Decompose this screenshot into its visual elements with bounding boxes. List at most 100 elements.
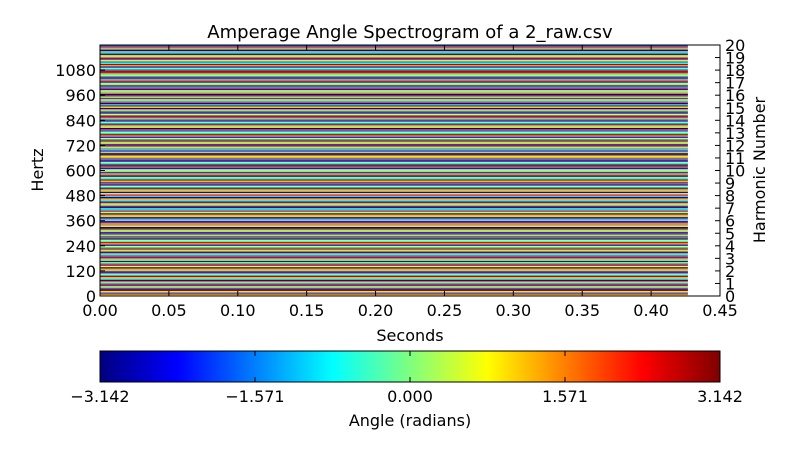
frequency-bin-band: [100, 186, 688, 189]
frequency-bin-band: [100, 195, 688, 197]
frequency-bin-band: [100, 252, 688, 254]
frequency-bin-band: [100, 52, 688, 54]
colorbar-tick-label: −1.571: [225, 387, 284, 406]
harmonic-tick-label: 1: [725, 274, 735, 293]
frequency-bin-band: [100, 17, 688, 18]
frequency-bin-band: [100, 155, 688, 157]
frequency-bin-band: [100, 146, 688, 148]
frequency-bin-band: [100, 78, 688, 81]
y-tick-label: 120: [65, 262, 96, 281]
frequency-bin-band: [100, 210, 688, 212]
frequency-bin-band: [100, 183, 688, 185]
colorbar-label: Angle (radians): [349, 411, 471, 430]
frequency-bin-band: [100, 137, 688, 140]
spectrogram-plot: 0.00 0.05 0.10 0.15 0.20 0.25 0.30 0.35 0.40 0.45…: [55, 7, 745, 320]
frequency-bin-band: [100, 73, 688, 76]
spectrogram-bands: [100, 7, 688, 296]
frequency-bin-band: [100, 134, 688, 136]
frequency-bin-band: [100, 70, 688, 72]
frequency-bin-band: [100, 142, 688, 145]
frequency-bin-band: [100, 129, 688, 131]
frequency-bin-band: [100, 254, 688, 256]
frequency-bin-band: [100, 292, 688, 294]
frequency-bin-band: [100, 242, 688, 244]
frequency-bin-band: [100, 126, 688, 128]
frequency-bin-band: [100, 269, 688, 271]
frequency-bin-band: [100, 216, 688, 219]
y-tick-label: 0: [86, 287, 96, 306]
harmonic-tick-label: 19: [725, 49, 745, 68]
frequency-bin-band: [100, 240, 688, 243]
frequency-bin-band: [100, 161, 688, 163]
y-tick-label: 480: [65, 187, 96, 206]
y-tick-label: 600: [65, 162, 96, 181]
frequency-bin-band: [100, 130, 688, 132]
frequency-bin-band: [100, 51, 688, 53]
frequency-bin-band: [100, 215, 688, 217]
frequency-bin-band: [100, 270, 688, 273]
frequency-bin-band: [100, 263, 688, 265]
frequency-bin-band: [100, 199, 688, 201]
frequency-bin-band: [100, 259, 688, 261]
frequency-bin-band: [100, 231, 688, 234]
y-tick-label: 720: [65, 136, 96, 155]
x-tick-label: 0.05: [151, 301, 187, 320]
frequency-bin-band: [100, 200, 688, 202]
harmonic-tick-label: 6: [725, 212, 735, 231]
frequency-bin-band: [100, 46, 688, 48]
frequency-bin-band: [100, 7, 688, 8]
frequency-bin-band: [100, 135, 688, 137]
frequency-bin-band: [100, 238, 688, 240]
frequency-bin-band: [100, 196, 688, 199]
frequency-bin-band: [100, 106, 688, 108]
frequency-bin-band: [100, 96, 688, 98]
frequency-bin-band: [100, 247, 688, 249]
frequency-bin-band: [100, 157, 688, 160]
frequency-bin-band: [100, 237, 688, 239]
frequency-bin-band: [100, 260, 688, 263]
x-tick-label: 0.40: [633, 301, 669, 320]
frequency-bin-band: [100, 288, 688, 290]
frequency-bin-band: [100, 19, 688, 20]
frequency-bin-band: [100, 193, 688, 195]
frequency-bin-band: [100, 267, 688, 269]
frequency-bin-band: [100, 264, 688, 266]
x-tick-label: 0.00: [82, 301, 118, 320]
frequency-bin-band: [100, 100, 688, 102]
frequency-bin-band: [100, 258, 688, 260]
frequency-bin-band: [100, 208, 688, 210]
frequency-bin-band: [100, 53, 688, 56]
frequency-bin-band: [100, 268, 688, 270]
frequency-bin-band: [100, 140, 688, 142]
frequency-bin-band: [100, 119, 688, 121]
frequency-bin-band: [100, 190, 688, 192]
frequency-bin-band: [100, 152, 688, 155]
frequency-bin-band: [100, 91, 688, 93]
frequency-bin-band: [100, 176, 688, 179]
frequency-bin-band: [100, 225, 688, 227]
frequency-bin-band: [100, 122, 688, 125]
frequency-bin-band: [100, 287, 688, 289]
harmonic-tick-label: 16: [725, 86, 745, 105]
harmonic-tick-label: 12: [725, 136, 745, 155]
frequency-bin-band: [100, 165, 688, 167]
frequency-bin-band: [100, 164, 688, 166]
frequency-bin-band: [100, 75, 688, 77]
frequency-bin-band: [100, 109, 688, 111]
y-tick-label: 360: [65, 212, 96, 231]
frequency-bin-band: [100, 141, 688, 143]
frequency-bin-band: [100, 72, 688, 74]
frequency-bin-band: [100, 85, 688, 87]
frequency-bin-band: [100, 82, 688, 84]
frequency-bin-band: [100, 243, 688, 245]
frequency-bin-band: [100, 191, 688, 194]
frequency-bin-band: [100, 203, 688, 205]
frequency-bin-band: [100, 160, 688, 162]
frequency-bin-band: [100, 86, 688, 88]
frequency-bin-band: [100, 189, 688, 191]
frequency-bin-band: [100, 114, 688, 116]
harmonic-tick-label: 11: [725, 149, 745, 168]
frequency-bin-band: [100, 229, 688, 231]
frequency-bin-band: [100, 48, 688, 51]
harmonic-axis-label: Harmonic Number: [750, 96, 769, 243]
